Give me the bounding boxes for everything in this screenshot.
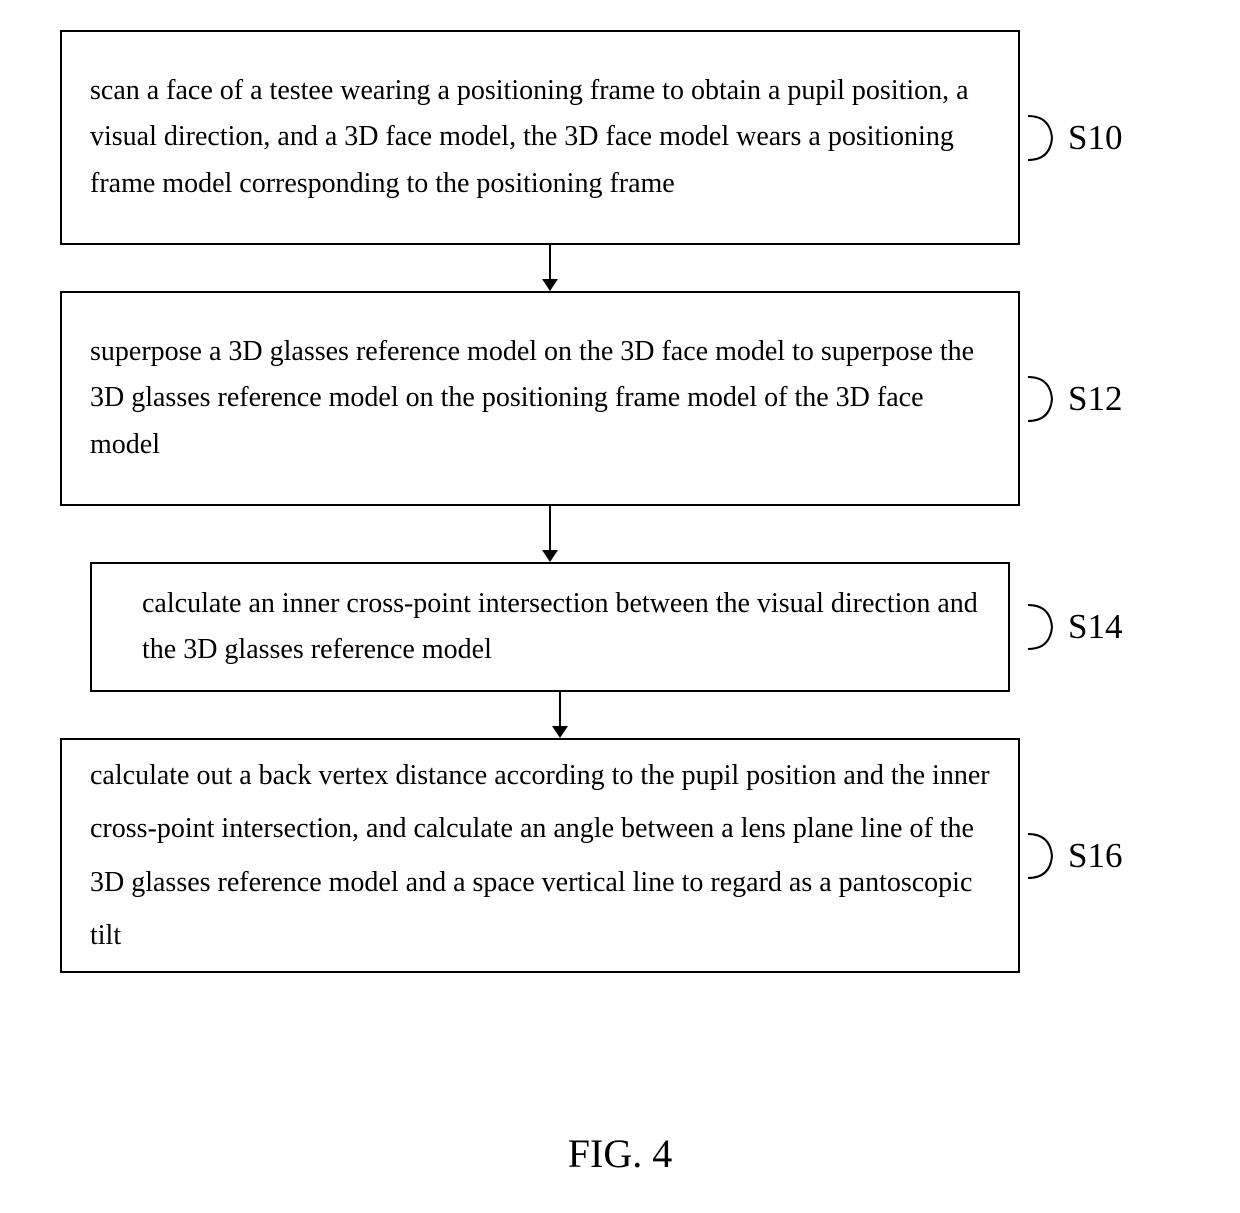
step-label: S12 <box>1068 379 1122 419</box>
connector-curve-icon <box>1028 828 1066 884</box>
step-text: scan a face of a testee wearing a positi… <box>90 68 990 207</box>
step-row: scan a face of a testee wearing a positi… <box>60 30 1180 245</box>
step-box-s16: calculate out a back vertex distance acc… <box>60 738 1020 973</box>
step-label: S10 <box>1068 118 1122 158</box>
step-text: calculate an inner cross-point intersect… <box>142 581 980 673</box>
arrow-down-icon <box>540 245 560 291</box>
step-box-s12: superpose a 3D glasses reference model o… <box>60 291 1020 506</box>
step-row: calculate out a back vertex distance acc… <box>60 738 1180 973</box>
step-label: S14 <box>1068 607 1122 647</box>
step-box-s10: scan a face of a testee wearing a positi… <box>60 30 1020 245</box>
label-connector: S16 <box>1028 828 1122 884</box>
connector-curve-icon <box>1028 110 1066 166</box>
label-connector: S14 <box>1028 599 1122 655</box>
arrow-down-icon <box>540 506 560 562</box>
figure-caption: FIG. 4 <box>0 1130 1240 1177</box>
step-row: calculate an inner cross-point intersect… <box>60 562 1180 692</box>
label-connector: S10 <box>1028 110 1122 166</box>
connector-curve-icon <box>1028 599 1066 655</box>
step-text: superpose a 3D glasses reference model o… <box>90 329 990 468</box>
step-box-s14: calculate an inner cross-point intersect… <box>90 562 1010 692</box>
step-text: calculate out a back vertex distance acc… <box>90 749 990 962</box>
step-row: superpose a 3D glasses reference model o… <box>60 291 1180 506</box>
step-label: S16 <box>1068 836 1122 876</box>
arrow-wrap <box>60 692 1180 738</box>
label-connector: S12 <box>1028 371 1122 427</box>
arrow-down-icon <box>550 692 570 738</box>
arrow-wrap <box>60 506 1180 562</box>
connector-curve-icon <box>1028 371 1066 427</box>
arrow-wrap <box>60 245 1180 291</box>
flowchart-container: scan a face of a testee wearing a positi… <box>60 30 1180 973</box>
